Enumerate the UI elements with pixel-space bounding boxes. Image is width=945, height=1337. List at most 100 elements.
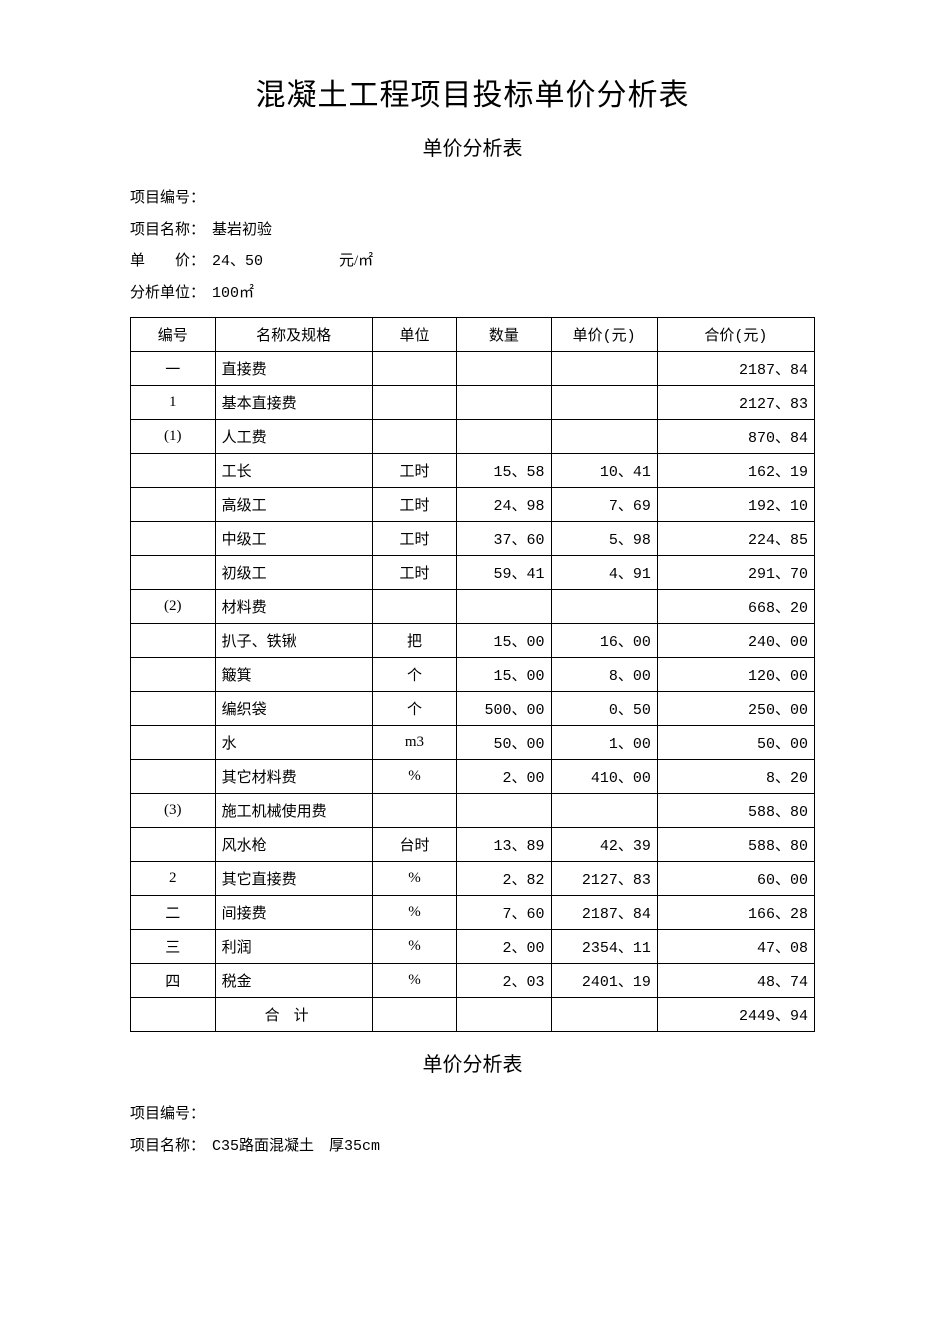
cell-total: 50、00 — [657, 726, 814, 760]
cell-name: 其它直接费 — [215, 862, 372, 896]
cell-id — [131, 522, 216, 556]
table-row: 风水枪台时13、8942、39588、80 — [131, 828, 815, 862]
table-row: 二间接费%7、602187、84166、28 — [131, 896, 815, 930]
cell-total: 291、70 — [657, 556, 814, 590]
cell-name: 扒子、铁锹 — [215, 624, 372, 658]
cell-unit: m3 — [372, 726, 457, 760]
cell-id: 一 — [131, 352, 216, 386]
meta2-project-no: 项目编号： — [130, 1099, 815, 1131]
cell-total: 60、00 — [657, 862, 814, 896]
sum-id — [131, 998, 216, 1032]
label2-project-name: 项目名称： — [130, 1131, 212, 1163]
cell-qty: 7、60 — [457, 896, 551, 930]
sum-unit — [372, 998, 457, 1032]
cell-total: 588、80 — [657, 828, 814, 862]
cell-total: 250、00 — [657, 692, 814, 726]
cell-qty: 24、98 — [457, 488, 551, 522]
meta-analysis-unit: 分析单位： 100㎡ — [130, 278, 815, 310]
cell-total: 48、74 — [657, 964, 814, 998]
cell-qty: 15、58 — [457, 454, 551, 488]
sub-title-1: 单价分析表 — [130, 132, 815, 161]
col-header-id: 编号 — [131, 318, 216, 352]
cell-unit: 工时 — [372, 522, 457, 556]
cell-qty — [457, 352, 551, 386]
table-row: 初级工工时59、414、91291、70 — [131, 556, 815, 590]
cell-id — [131, 624, 216, 658]
table-row: 中级工工时37、605、98224、85 — [131, 522, 815, 556]
label-unit-price: 单 价： — [130, 246, 212, 278]
cell-price: 8、00 — [551, 658, 657, 692]
cell-qty — [457, 590, 551, 624]
cell-price — [551, 590, 657, 624]
cell-qty — [457, 794, 551, 828]
cell-name: 施工机械使用费 — [215, 794, 372, 828]
table-row: 2其它直接费%2、822127、8360、00 — [131, 862, 815, 896]
cell-name: 簸箕 — [215, 658, 372, 692]
table-row: 三利润%2、002354、1147、08 — [131, 930, 815, 964]
cell-total: 162、19 — [657, 454, 814, 488]
cell-price: 42、39 — [551, 828, 657, 862]
cell-name: 利润 — [215, 930, 372, 964]
cell-unit: 个 — [372, 658, 457, 692]
cell-total: 224、85 — [657, 522, 814, 556]
cell-name: 初级工 — [215, 556, 372, 590]
cell-id — [131, 828, 216, 862]
unit-yuan-m2: 元/㎡ — [339, 246, 373, 278]
cell-unit — [372, 386, 457, 420]
cell-price: 16、00 — [551, 624, 657, 658]
value-analysis-unit: 100㎡ — [212, 278, 254, 310]
meta-unit-price: 单 价： 24、50 元/㎡ — [130, 246, 815, 278]
cell-qty: 2、00 — [457, 930, 551, 964]
value2-project-name: C35路面混凝土 厚35cm — [212, 1131, 380, 1163]
col-header-total: 合价(元) — [657, 318, 814, 352]
cell-unit: % — [372, 964, 457, 998]
cell-qty: 37、60 — [457, 522, 551, 556]
value-project-name: 基岩初验 — [212, 215, 272, 247]
cell-qty: 2、00 — [457, 760, 551, 794]
cell-qty: 13、89 — [457, 828, 551, 862]
meta2-project-name: 项目名称： C35路面混凝土 厚35cm — [130, 1131, 815, 1163]
cell-name: 风水枪 — [215, 828, 372, 862]
table-header-row: 编号 名称及规格 单位 数量 单价(元) 合价(元) — [131, 318, 815, 352]
col-header-price: 单价(元) — [551, 318, 657, 352]
cell-price — [551, 420, 657, 454]
cell-unit: % — [372, 760, 457, 794]
cell-price: 0、50 — [551, 692, 657, 726]
meta-block-1: 项目编号： 项目名称： 基岩初验 单 价： 24、50 元/㎡ 分析单位： 10… — [130, 183, 815, 309]
value-unit-price: 24、50 — [212, 246, 263, 278]
analysis-table-1: 编号 名称及规格 单位 数量 单价(元) 合价(元) 一直接费2187、841基… — [130, 317, 815, 1032]
meta-project-no: 项目编号： — [130, 183, 815, 215]
cell-total: 166、28 — [657, 896, 814, 930]
cell-id — [131, 488, 216, 522]
table-row: 编织袋个500、000、50250、00 — [131, 692, 815, 726]
cell-unit: % — [372, 862, 457, 896]
table-row: (2)材料费668、20 — [131, 590, 815, 624]
sum-price — [551, 998, 657, 1032]
cell-unit: % — [372, 896, 457, 930]
cell-id: 二 — [131, 896, 216, 930]
sub-title-2: 单价分析表 — [130, 1048, 815, 1077]
cell-price: 2401、19 — [551, 964, 657, 998]
sum-qty — [457, 998, 551, 1032]
cell-id — [131, 692, 216, 726]
table-row: 一直接费2187、84 — [131, 352, 815, 386]
table-row: 水m350、001、0050、00 — [131, 726, 815, 760]
label2-project-no: 项目编号： — [130, 1099, 212, 1131]
section-2: 单价分析表 项目编号： 项目名称： C35路面混凝土 厚35cm — [130, 1048, 815, 1162]
cell-total: 2187、84 — [657, 352, 814, 386]
cell-qty: 50、00 — [457, 726, 551, 760]
cell-name: 人工费 — [215, 420, 372, 454]
cell-name: 间接费 — [215, 896, 372, 930]
cell-id — [131, 760, 216, 794]
sum-label: 合计 — [215, 998, 372, 1032]
table-row: 高级工工时24、987、69192、10 — [131, 488, 815, 522]
col-header-qty: 数量 — [457, 318, 551, 352]
label-project-name: 项目名称： — [130, 215, 212, 247]
cell-unit: 把 — [372, 624, 457, 658]
cell-unit: 工时 — [372, 556, 457, 590]
cell-id: (1) — [131, 420, 216, 454]
cell-unit: % — [372, 930, 457, 964]
table-sum-row: 合计 2449、94 — [131, 998, 815, 1032]
cell-id — [131, 454, 216, 488]
cell-total: 668、20 — [657, 590, 814, 624]
